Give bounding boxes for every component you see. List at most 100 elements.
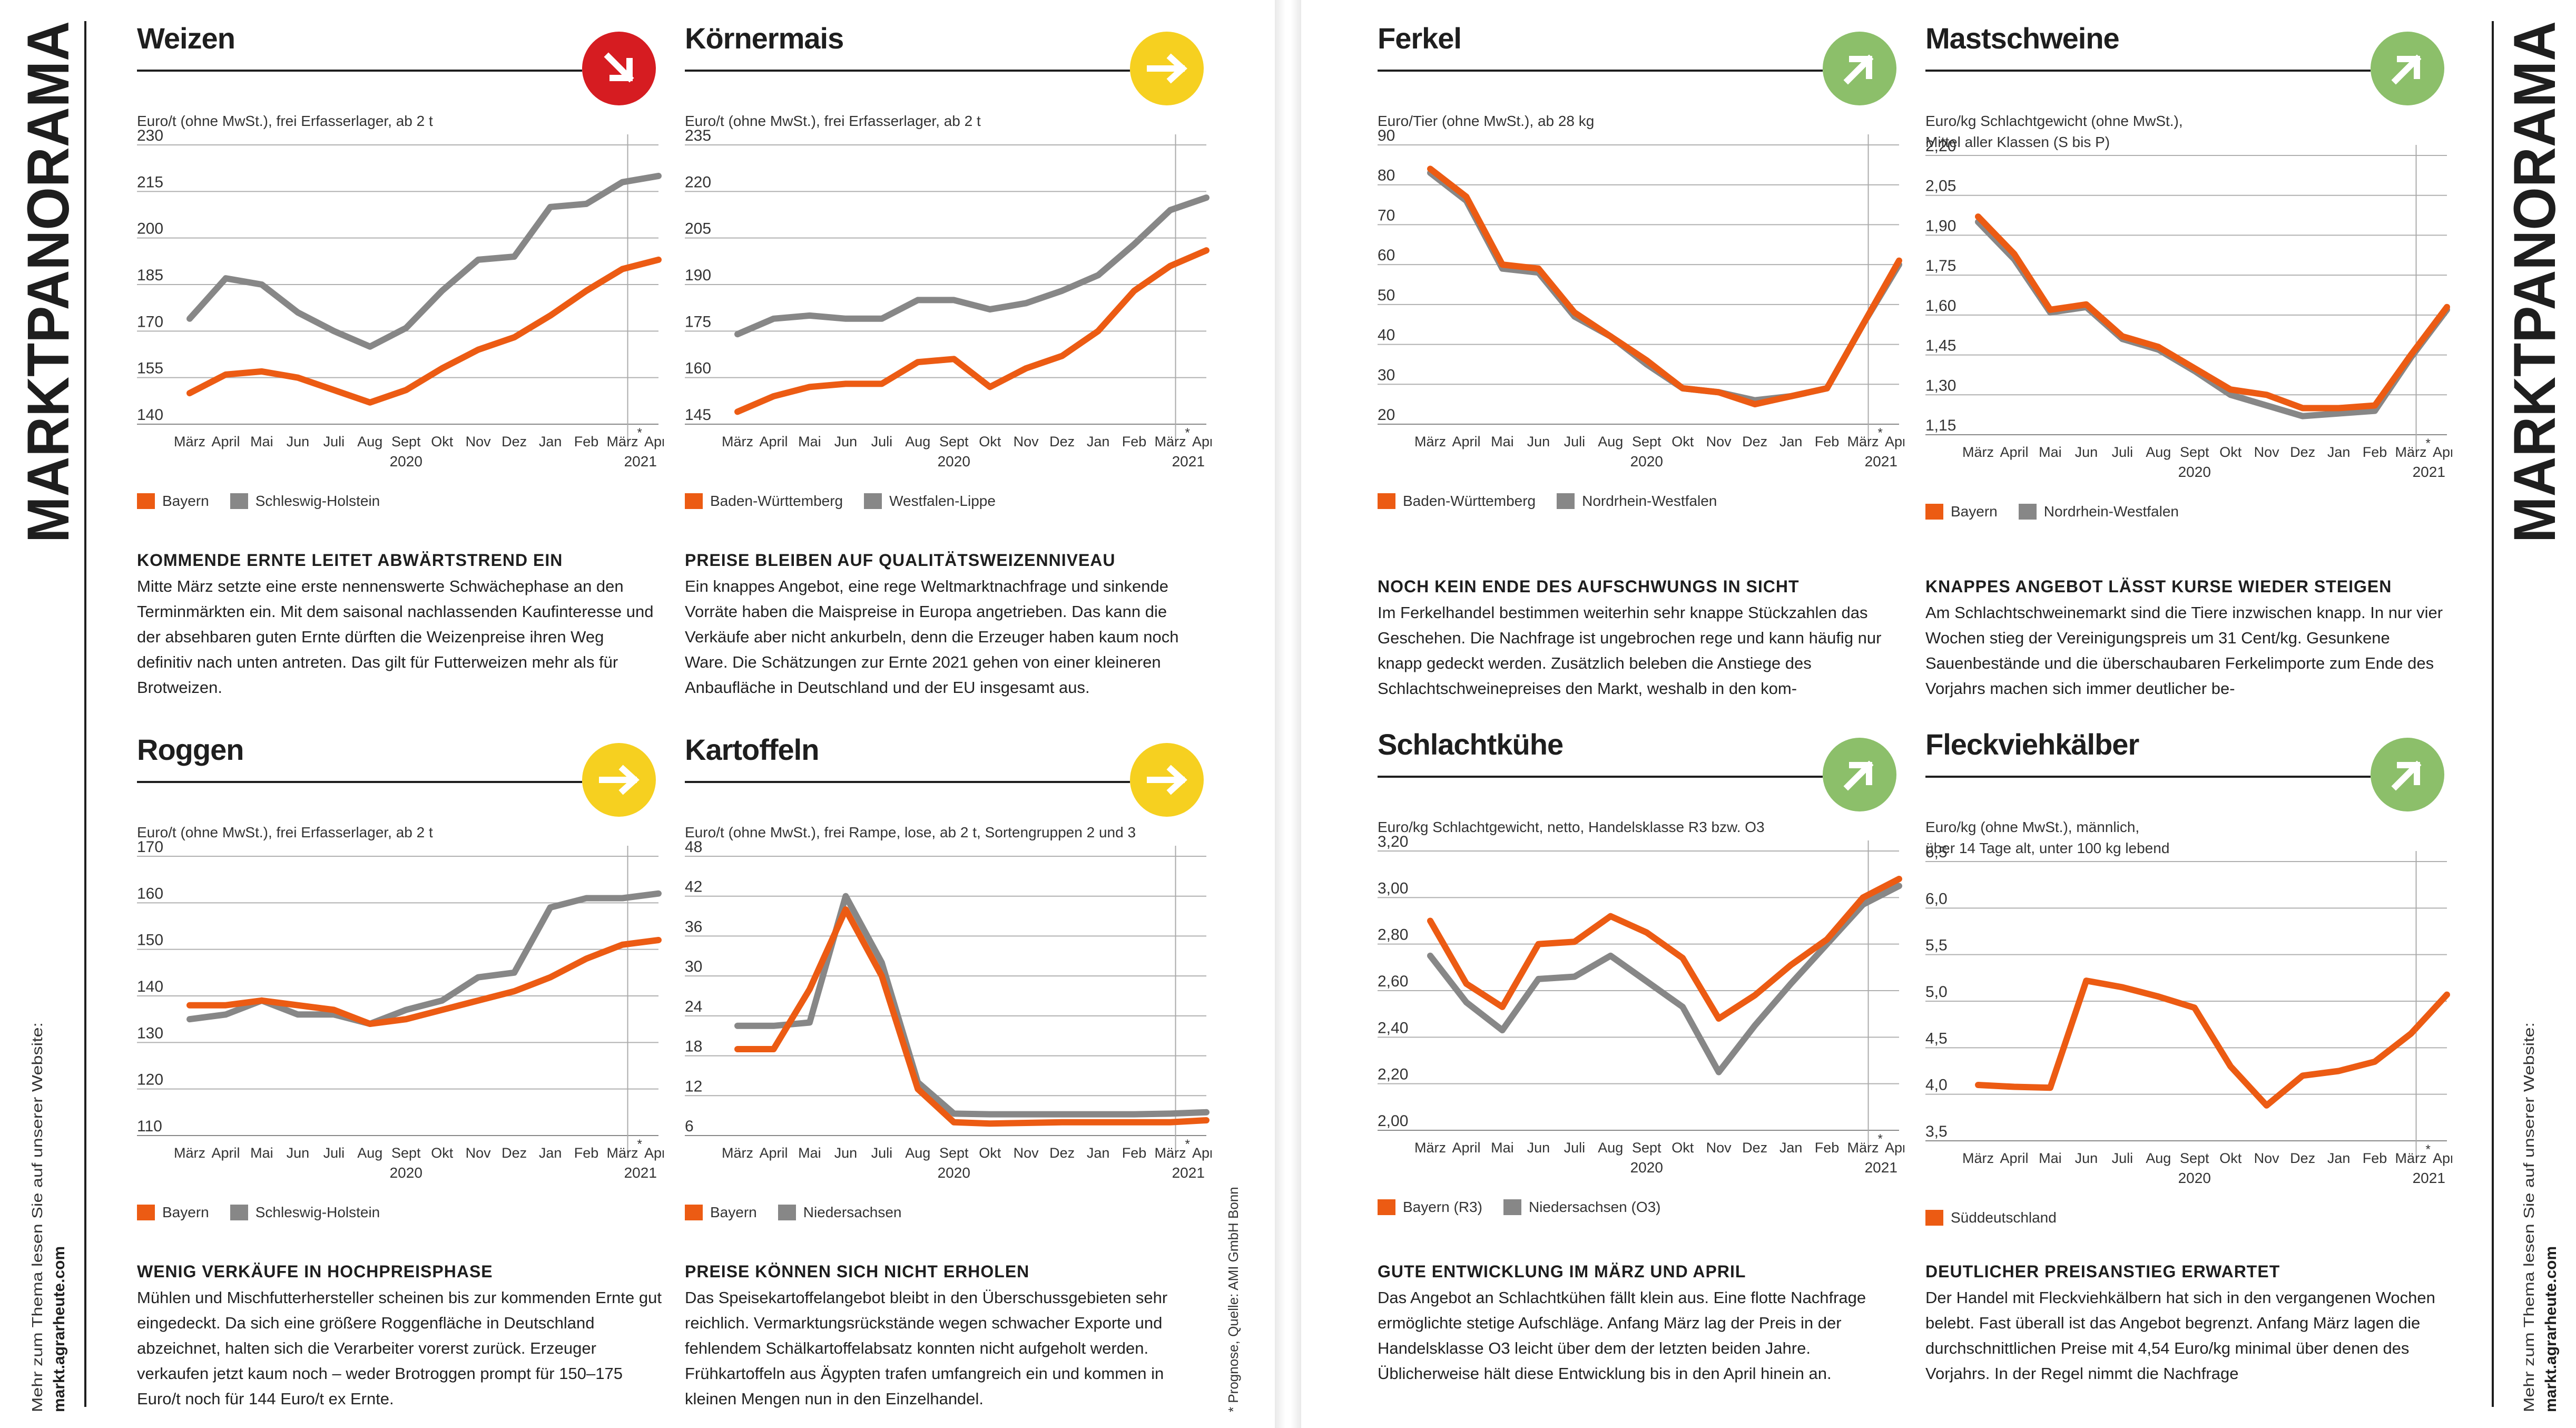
x-tick-label: Feb (2363, 444, 2387, 460)
market-panel-mastschweine: Mastschweine Euro/kg Schlachtgewicht (ohn… (1925, 0, 2466, 698)
y-tick-label: 205 (685, 220, 711, 238)
market-panel-roggen: Roggen Euro/t (ohne MwSt.), frei Erfasser… (137, 711, 678, 1408)
x-tick-label: Okt (979, 1145, 1001, 1161)
series-line-0 (186, 937, 662, 1027)
price-chart: 3,5 4,0 4,5 5,0 5,5 6,0 6,5 März April Mai Jun Juli… (1925, 844, 2466, 1215)
unit-label: Euro/t (ohne MwSt.), frei Erfasserlager,… (685, 113, 981, 129)
x-tick-label: Juli (1564, 1140, 1586, 1156)
x-tick-label: Sept (391, 434, 421, 449)
legend-item: Nordrhein-Westfalen (1557, 493, 1717, 510)
y-tick-label: 220 (685, 173, 711, 191)
article-headline: WENIG VERKÄUFE IN HOCHPREISPHASE (137, 1262, 493, 1281)
market-panel-kartoffeln: Kartoffeln Euro/t (ohne MwSt.), frei Ramp… (685, 711, 1226, 1408)
x-tick-label: Jan (539, 434, 562, 449)
x-tick-label: Jan (2327, 444, 2351, 460)
article-headline: KNAPPES ANGEBOT LÄSST KURSE WIEDER STEIG… (1925, 577, 2392, 596)
y-tick-label: 5,5 (1925, 937, 1948, 954)
legend-swatch (778, 1205, 796, 1220)
x-tick-label: Nov (2254, 1150, 2280, 1166)
x-tick-label: Jun (287, 1145, 310, 1161)
y-tick-label: 20 (1378, 406, 1395, 424)
price-chart: 2,00 2,20 2,40 2,60 2,80 3,00 3,20 März April Mai… (1378, 833, 1919, 1204)
footnote-text: * Prognose, Quelle: AMI GmbH Bonn (1225, 1187, 1241, 1412)
x-tick-label: Nov (466, 434, 491, 449)
series-line-0 (1427, 876, 1902, 1022)
x-tick-label: Sept (391, 1145, 421, 1161)
legend-item: Bayern (137, 493, 209, 510)
year-label: 2021 (1172, 453, 1205, 470)
y-tick-label: 170 (137, 840, 163, 856)
x-tick-label: März (1962, 1150, 1994, 1166)
x-tick-label: Jun (287, 434, 310, 449)
market-panel-fleckviehkälber: Fleckviehkälber Euro/kg (ohne MwSt.), män… (1925, 706, 2466, 1402)
trend-badge (1130, 743, 1204, 817)
side-note-link[interactable]: markt.agrarheute.com (2542, 1246, 2560, 1412)
x-tick-label: Jun (2075, 444, 2098, 460)
x-tick-label: Nov (1706, 434, 1732, 449)
legend-swatch (1557, 493, 1575, 509)
x-tick-label: Okt (979, 434, 1001, 449)
side-note-right: Mehr zum Thema lesen Sie auf unserer Web… (2508, 1012, 2565, 1412)
y-tick-label: 200 (137, 220, 163, 238)
y-tick-label: 160 (137, 885, 163, 902)
trend-badge (582, 32, 656, 105)
y-tick-label: 6,5 (1925, 846, 1948, 861)
y-tick-label: 70 (1378, 207, 1395, 224)
unit-label: Euro/t (ohne MwSt.), frei Rampe, lose, a… (685, 824, 1136, 840)
arrow-right-icon (1147, 53, 1187, 84)
legend-item: Nordrhein-Westfalen (2018, 503, 2179, 520)
legend-item: Niedersachsen (778, 1204, 902, 1221)
footnote: * Prognose, Quelle: AMI GmbH Bonn (1217, 1096, 1248, 1412)
x-tick-label: Feb (574, 434, 599, 449)
x-tick-label: Juli (871, 1145, 893, 1161)
x-tick-label: Mai (1491, 1140, 1514, 1156)
year-label: 2021 (624, 1165, 657, 1181)
x-tick-label: Sept (2180, 1150, 2209, 1166)
x-tick-label: Feb (1815, 1140, 1840, 1156)
y-tick-label: 160 (685, 360, 711, 377)
x-tick-label: Aug (905, 434, 930, 449)
x-tick-label: Feb (1122, 434, 1147, 449)
panel-title: Kartoffeln (685, 733, 819, 766)
x-tick-label: Aug (1598, 434, 1623, 449)
year-label: 2020 (938, 1165, 970, 1181)
y-tick-label: 18 (685, 1038, 702, 1055)
article-headline: GUTE ENTWICKLUNG IM MÄRZ UND APRIL (1378, 1262, 1746, 1281)
year-label: 2020 (390, 453, 422, 470)
y-tick-label: 120 (137, 1071, 163, 1089)
year-label: 2021 (2413, 464, 2445, 480)
x-tick-label: Feb (1122, 1145, 1147, 1161)
x-tick-label: März (1847, 434, 1879, 449)
legend-item: Westfalen-Lippe (864, 493, 996, 510)
y-tick-label: 155 (137, 360, 163, 377)
legend-swatch (230, 493, 248, 509)
forecast-star: * (1878, 1132, 1883, 1146)
x-tick-label: Mai (2039, 444, 2062, 460)
series-line-1 (186, 172, 662, 350)
legend-swatch (1925, 504, 1943, 520)
title-rule (1378, 70, 1823, 72)
side-note-link[interactable]: markt.agrarheute.com (51, 1246, 68, 1412)
year-label: 2020 (2178, 1170, 2211, 1186)
y-tick-label: 130 (137, 1024, 163, 1042)
series-line-0 (186, 256, 662, 406)
trend-badge (582, 743, 656, 817)
x-tick-label: Sept (1632, 1140, 1661, 1156)
article-body: Im Ferkelhandel bestimmen weiterhin sehr… (1378, 603, 1882, 698)
x-tick-label: Mai (250, 434, 273, 449)
title-rule (685, 781, 1130, 783)
x-tick-label: Feb (574, 1145, 599, 1161)
x-tick-label: Aug (2146, 1150, 2171, 1166)
side-note-line1: Mehr zum Thema lesen Sie auf unserer Web… (29, 1022, 45, 1412)
series-line-0 (734, 906, 1210, 1127)
y-tick-label: 215 (137, 173, 163, 191)
price-chart: 140 155 170 185 200 215 230 März April Mai Jun Juli… (137, 127, 678, 498)
legend-label: Nordrhein-Westfalen (2043, 503, 2179, 520)
y-tick-label: 12 (685, 1078, 702, 1095)
y-tick-label: 175 (685, 313, 711, 330)
legend-swatch (137, 1205, 155, 1220)
x-tick-label: Dez (1742, 434, 1767, 449)
series-line-0 (1975, 977, 2450, 1109)
forecast-star: * (637, 1137, 642, 1151)
arrow-right-icon (599, 765, 640, 795)
